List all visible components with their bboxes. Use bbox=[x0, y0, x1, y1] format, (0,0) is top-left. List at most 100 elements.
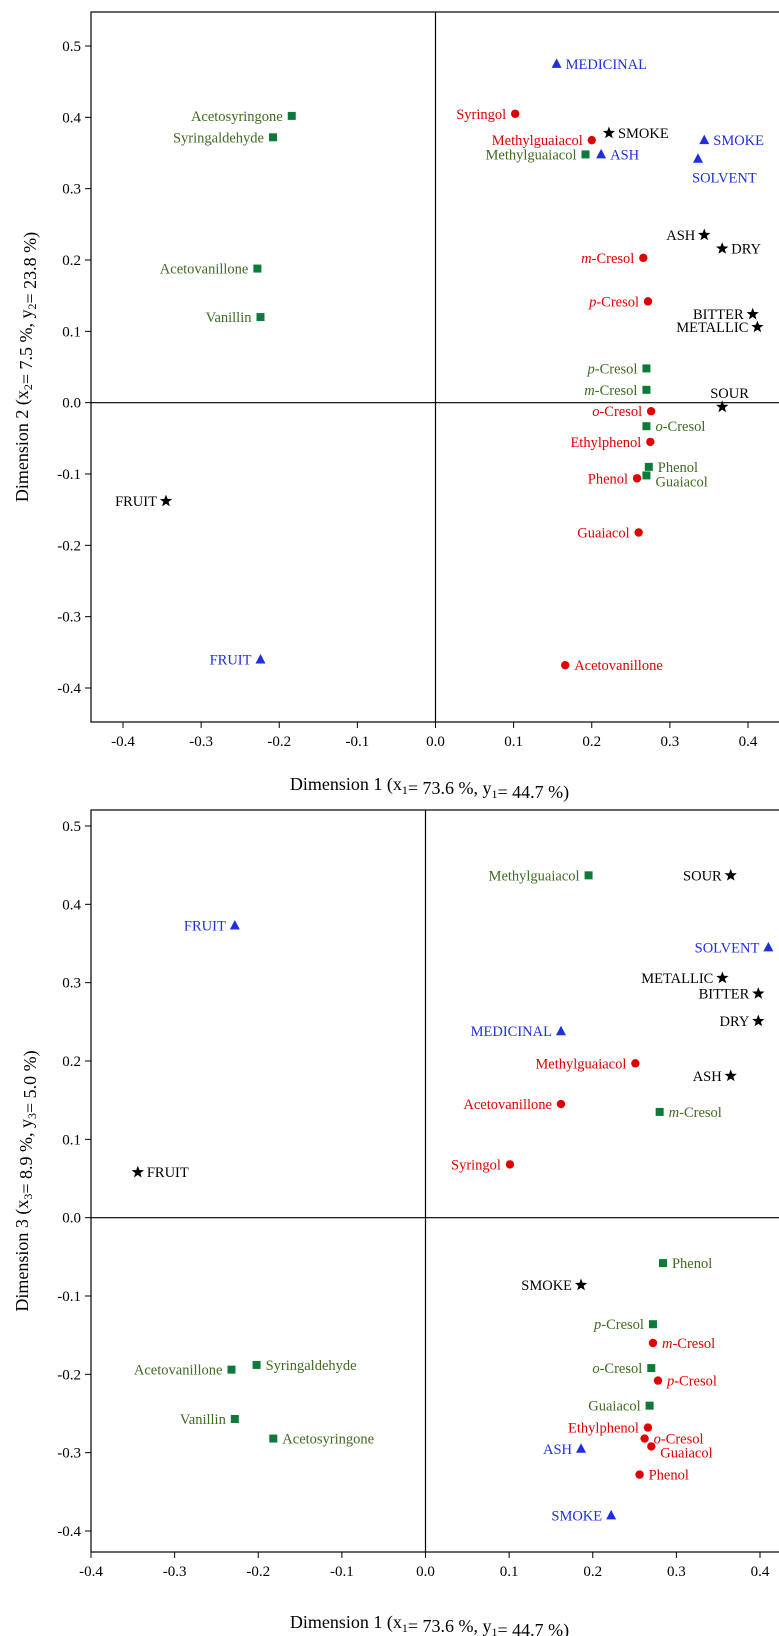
point-circle: Ethylphenol bbox=[568, 1421, 653, 1437]
y-tick-label: -0.2 bbox=[57, 538, 81, 554]
square-marker bbox=[256, 313, 265, 322]
x-tick-label: -0.3 bbox=[189, 734, 213, 750]
point-label: Methylguaiacol bbox=[489, 868, 580, 884]
point-circle: m-Cresol bbox=[581, 251, 648, 267]
point-star: DRY bbox=[716, 242, 762, 258]
point-triangle: ASH bbox=[596, 147, 640, 163]
circle-marker bbox=[587, 135, 596, 145]
point-circle: Syringol bbox=[451, 1157, 515, 1173]
point-triangle: MEDICINAL bbox=[471, 1024, 566, 1040]
y-tick-label: 0.2 bbox=[62, 1054, 81, 1070]
point-label: Acetovanillone bbox=[134, 1363, 223, 1379]
point-star: SMOKE bbox=[602, 126, 669, 142]
point-circle: Methylguaiacol bbox=[492, 133, 596, 149]
point-label: Methylguaiacol bbox=[535, 1056, 626, 1072]
point-square: Syringaldehyde bbox=[252, 1358, 357, 1374]
circle-marker bbox=[634, 528, 643, 537]
point-triangle: SMOKE bbox=[551, 1508, 617, 1524]
point-triangle: ASH bbox=[543, 1442, 587, 1458]
x-tick-label: -0.4 bbox=[111, 734, 135, 750]
point-triangle: SMOKE bbox=[699, 133, 764, 149]
point-label: m-Cresol bbox=[669, 1105, 722, 1121]
point-label: ASH bbox=[610, 147, 640, 163]
square-marker bbox=[269, 1434, 278, 1443]
point-circle: m-Cresol bbox=[648, 1336, 715, 1352]
star-marker bbox=[724, 1069, 737, 1082]
point-label: Syringaldehyde bbox=[266, 1358, 357, 1374]
point-label: p-Cresol bbox=[587, 361, 638, 377]
circle-marker bbox=[640, 1434, 649, 1443]
point-label: MEDICINAL bbox=[471, 1024, 552, 1040]
point-label: p-Cresol bbox=[666, 1374, 717, 1390]
triangle-marker bbox=[576, 1443, 587, 1453]
circle-marker bbox=[635, 1470, 644, 1479]
square-marker bbox=[230, 1414, 239, 1423]
point-label: Guaiacol bbox=[655, 474, 707, 490]
point-square: Phenol bbox=[658, 1256, 712, 1272]
point-label: SOLVENT bbox=[692, 171, 757, 187]
point-square: Guaiacol bbox=[588, 1399, 654, 1415]
point-star: SOUR bbox=[710, 386, 749, 413]
point-label: o-Cresol bbox=[592, 1361, 642, 1377]
point-label: Acetosyringone bbox=[191, 109, 283, 125]
x-tick-label: 0.1 bbox=[500, 1564, 519, 1580]
square-marker bbox=[647, 1364, 656, 1373]
square-marker bbox=[642, 471, 651, 480]
plot-frame bbox=[90, 11, 779, 723]
circle-marker bbox=[643, 297, 653, 306]
point-label: SOLVENT bbox=[695, 940, 760, 956]
point-label: Syringol bbox=[456, 107, 506, 123]
square-marker bbox=[581, 150, 590, 159]
point-star: SMOKE bbox=[521, 1278, 588, 1294]
point-circle: Guaiacol bbox=[647, 1442, 713, 1461]
point-label: SOUR bbox=[683, 868, 722, 884]
x-tick-label: 0.0 bbox=[416, 1564, 435, 1580]
chart-panel-2: -0.4 -0.3 -0.2 -0.1 0.0 0.1 0.2 0.3 0.4 -0.4 -0.3 -… bbox=[12, 809, 779, 1636]
point-star: METALLIC bbox=[641, 971, 729, 987]
point-circle: Methylguaiacol bbox=[535, 1056, 640, 1072]
y-tick-label: 0.0 bbox=[62, 396, 81, 412]
x-tick-label: 0.3 bbox=[661, 734, 680, 750]
x-tick-label: -0.4 bbox=[79, 1564, 103, 1580]
point-square: Methylguaiacol bbox=[489, 868, 593, 884]
triangle-marker bbox=[699, 134, 710, 145]
point-circle: Acetovanillone bbox=[463, 1097, 566, 1113]
point-label: Syringol bbox=[451, 1157, 501, 1173]
star-marker bbox=[716, 242, 729, 254]
circle-marker bbox=[556, 1099, 566, 1109]
point-label: METALLIC bbox=[676, 320, 748, 336]
circle-marker bbox=[505, 1160, 515, 1169]
point-star: ASH bbox=[693, 1069, 737, 1085]
circle-marker bbox=[643, 1423, 653, 1432]
y-tick-label: -0.1 bbox=[57, 467, 81, 483]
point-label: SMOKE bbox=[713, 133, 764, 149]
point-label: DRY bbox=[719, 1014, 749, 1030]
triangle-marker bbox=[693, 153, 703, 163]
square-marker bbox=[642, 364, 651, 373]
x-tick-label: 0.3 bbox=[667, 1564, 686, 1580]
point-triangle: MEDICINAL bbox=[551, 57, 647, 73]
y-tick-label: -0.4 bbox=[57, 1524, 81, 1540]
point-star: FRUIT bbox=[131, 1165, 189, 1181]
point-label: Guaiacol bbox=[588, 1399, 640, 1415]
point-label: MEDICINAL bbox=[566, 57, 647, 73]
star-marker bbox=[752, 1014, 765, 1027]
point-circle: Acetovanillone bbox=[560, 658, 663, 674]
y-tick-label: -0.4 bbox=[57, 681, 81, 697]
point-label: p-Cresol bbox=[593, 1317, 644, 1333]
point-label: p-Cresol bbox=[588, 294, 639, 310]
point-star: BITTER bbox=[699, 987, 765, 1003]
point-label: Phenol bbox=[658, 460, 698, 476]
point-label: m-Cresol bbox=[581, 251, 634, 267]
square-marker bbox=[227, 1365, 236, 1374]
x-tick-label: 0.2 bbox=[582, 734, 601, 750]
triangle-marker bbox=[596, 148, 607, 159]
star-marker bbox=[159, 494, 173, 507]
point-square: Acetovanillone bbox=[160, 262, 262, 278]
star-marker bbox=[716, 400, 729, 413]
square-marker bbox=[253, 264, 262, 273]
x-axis-label: Dimension 1 (x1= 73.6 %, y1= 44.7 %) bbox=[290, 774, 569, 803]
point-square: Vanillin bbox=[206, 310, 265, 326]
y-tick-label: 0.5 bbox=[62, 39, 81, 55]
